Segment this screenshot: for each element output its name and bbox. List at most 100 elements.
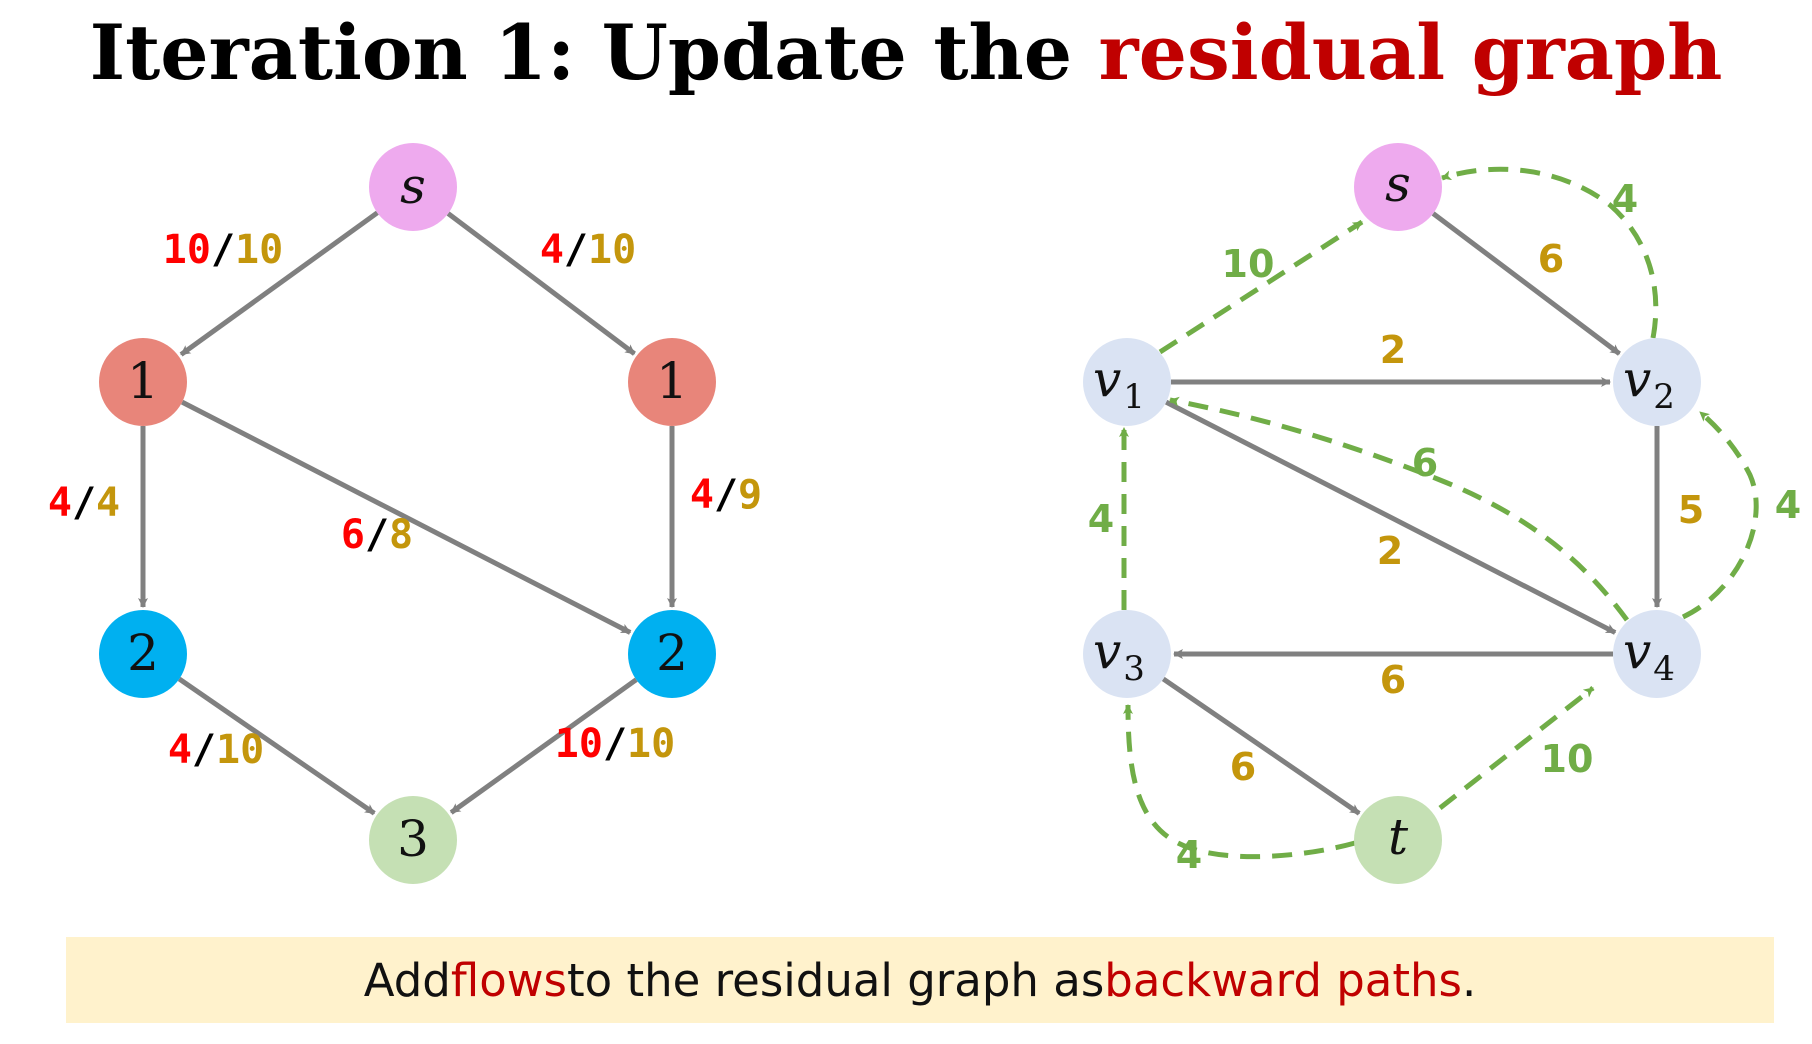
residual-forward-edge-v3-t (1161, 676, 1361, 816)
residual-forward-label-v1-v4: 2 (1377, 529, 1403, 573)
node-main-letter: v (1093, 622, 1121, 680)
level-node-label-t: 3 (397, 810, 429, 868)
flow-value: 4 (540, 227, 564, 273)
flow-separator: / (72, 480, 96, 526)
caption-banner: Add flows to the residual graph as backw… (66, 937, 1774, 1023)
residual-backward-edge-t-v4 (1438, 686, 1595, 810)
level-edge-label-v4-t: 10/10 (555, 721, 675, 767)
capacity-value: 9 (738, 472, 762, 518)
level-node-t (369, 796, 457, 884)
capacity-value: 10 (588, 227, 636, 273)
flow-separator: / (564, 227, 588, 273)
capacity-value: 10 (216, 727, 264, 773)
capacity-value: 10 (235, 227, 283, 273)
residual-backward-edge-v2-s (1441, 166, 1659, 339)
residual-node-t (1354, 796, 1442, 884)
residual-node-v4 (1613, 610, 1701, 698)
residual-backward-label-t-v3: 4 (1176, 833, 1202, 877)
level-node-label-v3: 2 (127, 624, 159, 682)
capacity-value: 10 (627, 721, 675, 767)
flow-separator: / (211, 227, 235, 273)
level-node-label-v1: 1 (127, 352, 159, 410)
residual-backward-label-t-v4: 10 (1541, 737, 1594, 781)
page-title: Iteration 1: Update the residual graph (0, 8, 1812, 97)
residual-node-v1 (1083, 338, 1171, 426)
residual-backward-label-v3-v1: 4 (1088, 497, 1114, 541)
residual-node-s (1354, 143, 1442, 231)
residual-node-label-v2: v2 (1623, 350, 1675, 417)
node-subscript: 4 (1653, 649, 1675, 689)
residual-node-label-v1: v1 (1093, 350, 1145, 417)
level-node-label-v2: 1 (656, 352, 688, 410)
residual-backward-edge-v4-v2 (1681, 410, 1759, 620)
node-subscript: 2 (1653, 377, 1675, 417)
node-main-letter: s (1385, 155, 1411, 213)
capacity-value: 8 (389, 512, 413, 558)
level-node-v2 (628, 338, 716, 426)
residual-backward-label-v4-v2: 4 (1775, 483, 1801, 527)
level-node-label-v4: 2 (656, 624, 688, 682)
title-highlight: residual graph (1098, 8, 1723, 97)
residual-backward-edge-v4-v1 (1169, 396, 1630, 622)
level-node-s (369, 143, 457, 231)
node-main-letter: v (1093, 350, 1121, 408)
residual-node-label-t: t (1388, 808, 1409, 866)
residual-node-label-s: s (1385, 155, 1411, 213)
residual-forward-label-v4-v3: 6 (1380, 658, 1406, 702)
level-edge-label-v2-v4: 4/9 (690, 472, 762, 518)
node-main-letter: v (1623, 622, 1651, 680)
banner-text-1: Add (363, 953, 451, 1007)
banner-text-3: . (1461, 953, 1477, 1007)
residual-backward-edge-t-v3 (1123, 704, 1356, 860)
title-prefix: Iteration 1: Update the (89, 8, 1099, 97)
node-subscript: 3 (1123, 649, 1145, 689)
level-edge-v4-t (449, 677, 638, 815)
flow-separator: / (714, 472, 738, 518)
level-edge-label-v1-v3: 4/4 (48, 480, 120, 526)
node-main-letter: v (1623, 350, 1651, 408)
residual-node-label-v3: v3 (1093, 622, 1145, 689)
residual-backward-edge-v1-s (1158, 219, 1364, 355)
flow-value: 6 (341, 512, 365, 558)
level-edge-s-v1 (179, 210, 379, 357)
node-main-letter: t (1388, 808, 1409, 866)
banner-highlight-backward-paths: backward paths (1104, 953, 1462, 1007)
residual-forward-label-s-v2: 6 (1538, 237, 1564, 281)
residual-forward-label-v2-v4: 5 (1678, 488, 1704, 532)
flow-value: 10 (555, 721, 603, 767)
residual-backward-label-v4-v1: 6 (1412, 441, 1438, 485)
level-node-label-s: s (400, 157, 426, 215)
residual-node-label-v4: v4 (1623, 622, 1675, 689)
flow-value: 4 (48, 480, 72, 526)
level-edge-v1-v4 (180, 399, 632, 635)
flow-separator: / (365, 512, 389, 558)
residual-forward-label-v3-t: 6 (1230, 745, 1256, 789)
flow-separator: / (192, 727, 216, 773)
level-edge-s-v2 (446, 211, 636, 356)
banner-highlight-flows: flows (450, 953, 567, 1007)
level-edge-label-v1-v4: 6/8 (341, 512, 413, 558)
flow-value: 4 (168, 727, 192, 773)
flow-value: 4 (690, 472, 714, 518)
residual-node-v2 (1613, 338, 1701, 426)
flow-value: 10 (163, 227, 211, 273)
flow-separator: / (603, 721, 627, 767)
residual-backward-label-v1-s: 10 (1222, 242, 1275, 286)
level-edge-label-v3-t: 4/10 (168, 727, 264, 773)
level-node-v3 (99, 610, 187, 698)
level-edge-label-s-v1: 10/10 (163, 227, 283, 273)
level-node-v1 (99, 338, 187, 426)
residual-forward-edge-s-v2 (1431, 211, 1621, 356)
residual-forward-label-v1-v2: 2 (1380, 328, 1406, 372)
residual-backward-label-v2-s: 4 (1612, 177, 1638, 221)
node-subscript: 1 (1123, 377, 1145, 417)
residual-node-v3 (1083, 610, 1171, 698)
capacity-value: 4 (96, 480, 120, 526)
level-edge-v3-t (177, 676, 376, 816)
level-node-v4 (628, 610, 716, 698)
level-edge-label-s-v2: 4/10 (540, 227, 636, 273)
banner-text-2: to the residual graph as (566, 953, 1105, 1007)
